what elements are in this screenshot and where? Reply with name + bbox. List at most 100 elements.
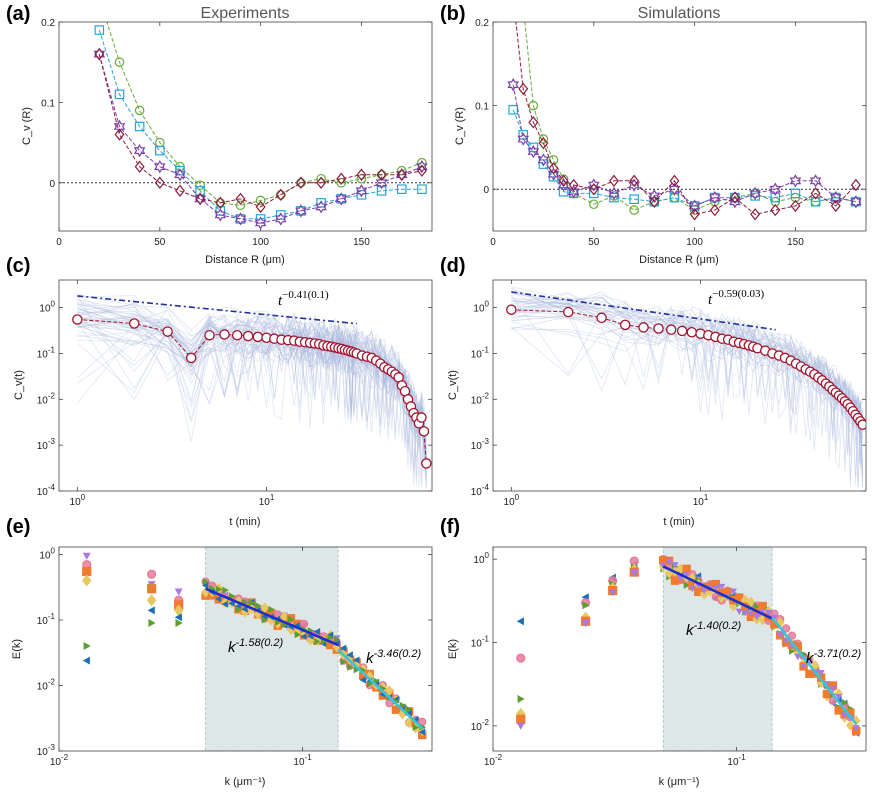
panel-a-point-hexagrams [254, 216, 267, 230]
panel-f-spectrum-purple [776, 632, 784, 639]
panel-a-frame [58, 21, 433, 232]
panel-c-powerlaw-base: t [278, 293, 283, 309]
panel-b-point-diamonds [649, 195, 660, 208]
panel-e-spectrum-green [222, 586, 229, 594]
panel-e-spectrum-green [255, 602, 262, 610]
panel-a-xtick-label: 100 [252, 237, 269, 248]
panel-e-spectrum-yellow [385, 685, 394, 697]
panel-f-ytick-label: 10-1 [471, 635, 490, 650]
panel-c: (c) t (min) C_v(t) 100 101 10-4 10-3 10-2 10-… [6, 255, 433, 528]
panel-c-ytick-label: 100 [39, 300, 55, 315]
panel-f-spectrum-orange [682, 564, 691, 574]
panel-c-powerlaw-label: t−0.41(0.1) [278, 289, 329, 309]
panel-c-mean-point [204, 329, 215, 341]
panel-e-spectrum-green [248, 599, 256, 607]
panel-d-mean-point [676, 325, 688, 337]
panel-c-mean-point [418, 426, 430, 437]
panel-e-fit1-exponent: -1.58(0.2) [236, 637, 284, 649]
panel-f-frame [492, 546, 867, 752]
panel-e: (e) k (μm⁻¹) E(k) 10-2 10-110-310-210-110… [6, 516, 433, 788]
panel-f-lowk-purple [581, 620, 590, 628]
panel-f-spectrum-purple [753, 614, 761, 621]
panel-a-point-circles [155, 137, 165, 148]
panel-f-fit2-base: k [806, 650, 815, 667]
panel-d-mean-point [638, 322, 649, 333]
panel-d-trace [511, 309, 863, 411]
panel-b-xtick-label: 0 [490, 237, 496, 248]
panel-b-plot: 0 50 100 150 0 0.1 0.2 [475, 18, 866, 248]
panel-e-shaded-range [205, 546, 339, 752]
panel-a-point-diamonds [94, 47, 105, 61]
panel-c-trace [77, 311, 427, 441]
panel-a-point-diamonds [134, 160, 145, 173]
panel-c-powerlaw-line [77, 295, 357, 325]
panel-d-trace [511, 287, 863, 468]
panel-a-point-hexagrams [154, 160, 166, 174]
panel-b-point-hexagrams [628, 178, 640, 192]
panel-e-xlabel: k (μm⁻¹) [225, 776, 266, 788]
panel-e-spectrum-green [334, 635, 341, 644]
panel-d-powerlaw-line [511, 291, 776, 331]
panel-c-trace [77, 307, 427, 464]
panel-e-spectrum-teal [412, 715, 419, 724]
panel-b-point-hexagrams [789, 174, 802, 188]
panel-a-title: Experiments [201, 5, 290, 22]
panel-c-ytick-label: 10-4 [37, 483, 56, 498]
panel-f-spectrum-purple [764, 609, 773, 617]
panel-b-point-diamonds [518, 82, 529, 96]
panel-d-series-group [506, 286, 866, 488]
panel-f-series-group [515, 555, 861, 737]
panel-f-spectrum-purple [729, 588, 738, 595]
panel-a-point-hexagrams [295, 204, 307, 218]
panel-b-point-squares [629, 194, 639, 205]
panel-b-ytick-label: 0 [483, 185, 489, 196]
panel-f-label: (f) [440, 516, 460, 538]
panel-d-mean-point [665, 324, 677, 335]
panel-a-point-hexagrams [315, 200, 327, 214]
panel-e-spectrum-green [366, 680, 374, 688]
panel-c-ytick-label: 10-3 [37, 437, 56, 452]
panel-f-spectrum-green [683, 581, 691, 589]
panel-b-point-squares [558, 186, 569, 197]
panel-b-ylabel: C_v (R) [454, 107, 466, 145]
panel-e-spectrum-green [406, 705, 413, 714]
panel-e-spectrum-teal [339, 644, 347, 652]
panel-a-point-hexagrams [375, 176, 388, 190]
panel-b-xtick-label: 50 [588, 237, 600, 248]
panel-c-mean-point [72, 314, 83, 325]
panel-e-series-group [81, 552, 427, 740]
panel-b-line-diamonds [515, 22, 857, 215]
panel-a-point-squares [155, 145, 165, 156]
panel-b-point-diamonds [588, 182, 599, 196]
panel-e-spectrum-teal [202, 581, 209, 590]
panel-a-point-squares [396, 184, 407, 194]
panel-b-point-diamonds [528, 116, 539, 129]
panel-a-point-hexagrams [113, 119, 126, 134]
panel-b-label: (b) [440, 3, 466, 25]
panel-b-point-squares [709, 192, 720, 203]
panel-b-point-hexagrams [517, 132, 530, 146]
panel-a-point-hexagrams [234, 212, 247, 226]
panel-c-ytick-label: 10-1 [37, 345, 56, 360]
panel-b-point-circles [629, 205, 639, 215]
panel-f-spectrum-purple [759, 609, 767, 616]
panel-b-point-diamonds [538, 137, 549, 150]
panel-d-ytick-label: 10-2 [471, 391, 490, 406]
panel-a-point-squares [417, 184, 427, 194]
panel-c-ytick-label: 10-2 [37, 391, 56, 406]
panel-c-xtick-label: 100 [70, 493, 86, 508]
panel-d-trace [511, 300, 863, 423]
panel-c-trace [77, 303, 427, 454]
panel-a-point-squares [195, 186, 205, 196]
panel-f-spectrum-purple [829, 685, 837, 693]
panel-f-xlabel: k (μm⁻¹) [659, 776, 700, 788]
panel-d-mean-point [506, 304, 517, 315]
panel-f-ytick-label: 100 [473, 551, 489, 566]
panel-e-spectrum-green [235, 605, 243, 614]
panel-b-point-squares [851, 196, 861, 207]
panel-b-point-diamonds [669, 174, 680, 188]
panel-b-point-diamonds [790, 199, 801, 213]
panel-a-point-circles [396, 165, 407, 176]
panel-b-point-squares [790, 188, 801, 199]
